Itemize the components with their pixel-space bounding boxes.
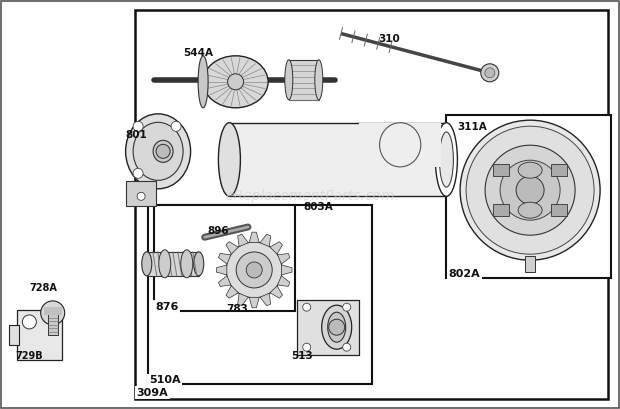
Text: 896: 896 — [208, 226, 229, 236]
Polygon shape — [237, 234, 249, 247]
Circle shape — [171, 121, 181, 131]
Bar — [289, 60, 319, 100]
Ellipse shape — [198, 56, 208, 108]
Ellipse shape — [126, 114, 190, 189]
Polygon shape — [237, 293, 249, 306]
Ellipse shape — [181, 250, 193, 278]
Text: 802A: 802A — [448, 269, 480, 279]
Polygon shape — [249, 297, 259, 308]
Polygon shape — [226, 286, 238, 298]
Ellipse shape — [133, 122, 183, 180]
Polygon shape — [260, 234, 271, 247]
Text: 310: 310 — [378, 34, 400, 44]
Ellipse shape — [194, 252, 204, 276]
Polygon shape — [278, 276, 290, 286]
Circle shape — [343, 303, 351, 311]
Ellipse shape — [435, 123, 458, 196]
Circle shape — [485, 68, 495, 78]
Circle shape — [236, 252, 272, 288]
Polygon shape — [226, 242, 238, 254]
Ellipse shape — [142, 252, 152, 276]
Text: 783: 783 — [226, 304, 248, 314]
Ellipse shape — [518, 162, 542, 178]
Text: eReplacementParts.com: eReplacementParts.com — [225, 189, 395, 203]
Circle shape — [137, 192, 145, 200]
Ellipse shape — [153, 140, 173, 162]
Ellipse shape — [285, 60, 293, 100]
Bar — [43, 307, 62, 315]
Circle shape — [228, 74, 244, 90]
Text: 510A: 510A — [149, 375, 180, 385]
Text: 728A: 728A — [29, 283, 57, 293]
Text: 876: 876 — [155, 302, 179, 312]
Text: 513: 513 — [291, 351, 313, 361]
Bar — [446, 115, 611, 278]
Circle shape — [329, 319, 345, 335]
Ellipse shape — [518, 202, 542, 218]
Text: 801: 801 — [125, 130, 147, 140]
Text: 803A: 803A — [304, 202, 334, 211]
Bar — [297, 300, 359, 355]
Polygon shape — [218, 254, 231, 264]
Circle shape — [485, 145, 575, 235]
Text: 544A: 544A — [183, 48, 213, 58]
Circle shape — [500, 160, 560, 220]
Circle shape — [156, 144, 170, 158]
Bar — [154, 204, 294, 311]
Bar — [9, 325, 19, 345]
Circle shape — [133, 121, 143, 131]
Bar — [48, 313, 58, 335]
Circle shape — [516, 176, 544, 204]
Ellipse shape — [218, 123, 241, 196]
Polygon shape — [249, 232, 259, 243]
Polygon shape — [270, 242, 283, 254]
Circle shape — [226, 242, 282, 298]
Circle shape — [480, 64, 499, 82]
Text: 311A: 311A — [458, 122, 487, 132]
Polygon shape — [281, 265, 292, 275]
Circle shape — [303, 303, 311, 311]
Circle shape — [22, 315, 37, 329]
Text: 729B: 729B — [16, 351, 43, 361]
Bar — [147, 252, 199, 276]
Bar — [494, 164, 510, 176]
Bar — [229, 123, 446, 196]
Ellipse shape — [440, 132, 453, 187]
Ellipse shape — [159, 250, 170, 278]
Circle shape — [41, 301, 64, 325]
Ellipse shape — [322, 305, 352, 349]
Bar — [126, 181, 156, 206]
Circle shape — [246, 262, 262, 278]
Text: 309A: 309A — [136, 388, 168, 398]
Bar — [494, 204, 510, 216]
Ellipse shape — [203, 56, 268, 108]
Polygon shape — [216, 265, 227, 275]
Polygon shape — [260, 293, 271, 306]
Circle shape — [466, 126, 594, 254]
Polygon shape — [270, 286, 283, 298]
Bar — [525, 256, 535, 272]
Bar — [551, 164, 567, 176]
Ellipse shape — [315, 60, 323, 100]
Circle shape — [343, 343, 351, 351]
Bar — [148, 204, 372, 384]
Circle shape — [303, 343, 311, 351]
Polygon shape — [218, 276, 231, 286]
Circle shape — [133, 169, 143, 178]
Bar — [551, 204, 567, 216]
Circle shape — [460, 120, 600, 260]
Bar — [359, 123, 441, 167]
Ellipse shape — [328, 312, 346, 342]
Bar — [17, 310, 63, 360]
Polygon shape — [278, 254, 290, 264]
Bar — [135, 10, 608, 399]
